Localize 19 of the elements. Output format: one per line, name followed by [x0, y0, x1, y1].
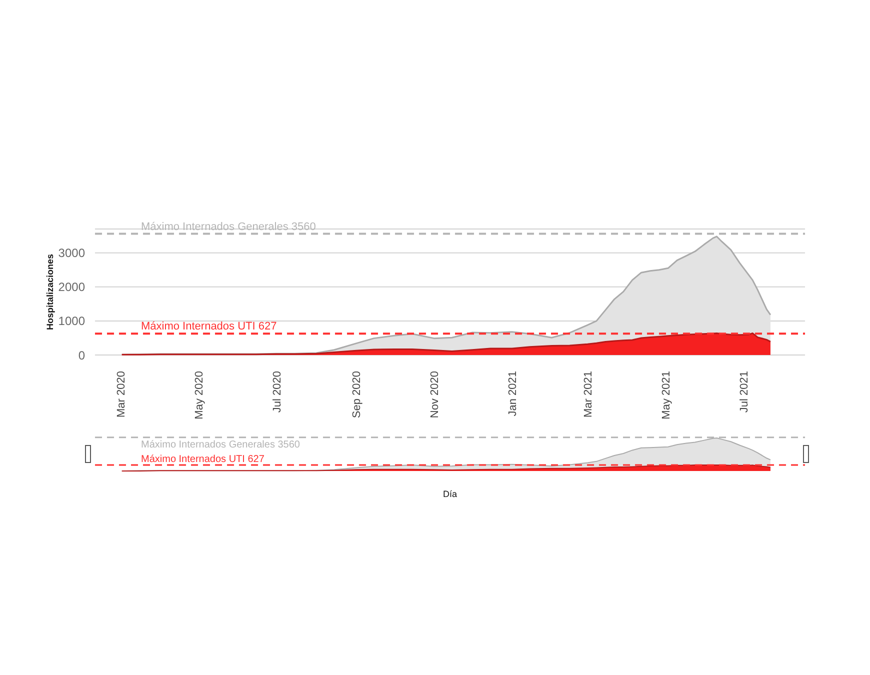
y-tick-label: 0: [78, 348, 86, 362]
ref-line-label: Máximo Internados Generales 3560: [141, 220, 316, 233]
x-tick-label: Jul 2020: [272, 371, 284, 413]
x-tick-label: Jan 2021: [506, 371, 519, 416]
ref-line-label: Máximo Internados Generales 3560: [141, 439, 300, 450]
x-tick-label: Nov 2020: [428, 371, 441, 418]
x-axis-title: Día: [442, 489, 458, 500]
x-tick-label: Jul 2021: [738, 371, 750, 413]
x-tick-label: May 2021: [660, 371, 672, 420]
x-tick-label: May 2020: [193, 371, 206, 420]
y-tick-label: 1000: [58, 314, 86, 328]
x-tick-label: Sep 2020: [350, 371, 363, 418]
y-axis-title: Hospitalizaciones: [45, 254, 56, 330]
x-tick-label: Mar 2020: [115, 371, 128, 418]
x-tick-label: Mar 2021: [582, 371, 594, 418]
y-tick-label: 3000: [58, 246, 86, 260]
ref-line-label: Máximo Internados UTI 627: [141, 454, 265, 466]
ref-line-label: Máximo Internados UTI 627: [141, 320, 277, 333]
y-tick-label: 2000: [58, 280, 86, 294]
